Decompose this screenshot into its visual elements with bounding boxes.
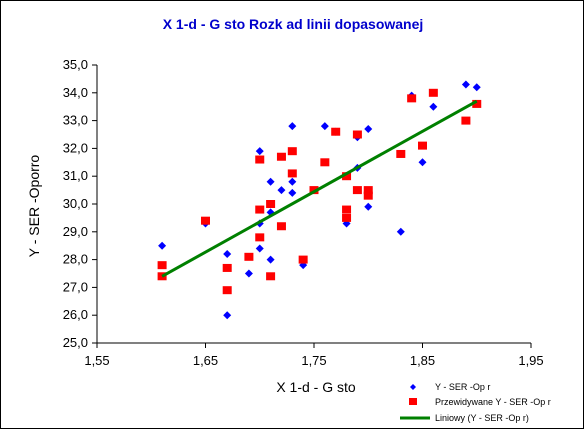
data-point-predicted [342,205,352,214]
data-point-predicted [363,186,373,195]
data-point-actual [364,202,373,211]
plot-area: 25,0 26,0 27,0 28,0 29,0 30,0 31,0 32,0 33,0 34,0… [63,57,544,368]
y-tick-label: 25,0 [63,335,88,350]
data-point-predicted [266,272,276,281]
x-tick-label: 1,85 [410,353,435,368]
y-tick-label: 27,0 [63,279,88,294]
data-point-predicted [461,116,471,125]
trendline [161,99,478,278]
x-axis-label: X 1-d - G sto [276,379,356,395]
data-point-predicted [266,200,276,208]
x-tick-label: 1,65 [193,353,218,368]
data-point-actual [266,255,275,264]
data-point-predicted [342,172,352,181]
data-point-actual [418,158,427,167]
y-tick-label: 34,0 [63,85,88,100]
y-tick-label: 30,0 [63,196,88,211]
data-point-predicted [298,255,308,264]
data-point-actual [472,83,481,92]
data-point-actual [244,269,253,278]
data-point-predicted [222,263,232,272]
data-point-predicted [244,252,254,261]
data-point-predicted [396,149,406,158]
trendline-group [161,99,478,278]
y-tick-label: 28,0 [63,252,88,267]
data-point-actual [288,177,297,186]
y-tick-label: 29,0 [63,224,88,239]
y-axis-label: Y - SER -Oporro [26,155,42,258]
data-point-actual [158,241,167,250]
data-point-predicted [222,286,232,295]
legend: Y - SER -Op r Przewidywane Y - SER -Op r… [400,382,551,423]
legend-square-icon [409,398,417,405]
data-point-predicted [255,155,265,164]
y-tick-label: 26,0 [63,307,88,322]
data-point-predicted [255,205,265,214]
data-point-predicted [407,94,417,103]
legend-diamond-icon [410,384,416,390]
y-tick-label: 32,0 [63,140,88,155]
data-point-actual [396,227,405,236]
x-tick-label: 1,95 [518,353,543,368]
data-point-actual [255,244,264,253]
legend-label-predicted: Przewidywane Y - SER -Op r [435,397,551,407]
y-tick-label: 35,0 [63,57,88,72]
data-point-predicted [418,141,427,150]
x-axis-ticks: 1,55 1,65 1,75 1,85 1,95 [84,343,544,368]
data-point-predicted [331,127,341,136]
data-marks [157,80,482,320]
data-point-actual [223,250,232,259]
data-point-predicted [352,186,362,195]
data-point-predicted [287,147,297,156]
chart-title: X 1-d - G sto Rozk ad linii dopasowanej [163,16,424,32]
data-point-actual [288,188,297,197]
data-point-predicted [255,233,265,242]
data-point-predicted [342,213,352,222]
data-point-actual [429,102,438,111]
data-point-predicted [352,130,362,139]
data-point-actual [255,147,264,156]
legend-label-trendline: Liniowy (Y - SER -Op r) [435,413,529,423]
y-axis-ticks: 25,0 26,0 27,0 28,0 29,0 30,0 31,0 32,0 33,0 34,0… [63,57,97,350]
data-point-predicted [201,216,210,225]
data-point-actual [288,122,297,131]
legend-label-actual: Y - SER -Op r [435,382,490,392]
data-point-predicted [157,261,167,270]
data-point-actual [461,80,470,89]
data-point-actual [277,186,286,195]
data-point-actual [320,122,329,131]
data-point-predicted [276,152,286,161]
data-point-predicted [320,158,330,167]
data-point-actual [223,311,232,320]
data-point-predicted [276,222,286,231]
data-point-predicted [363,191,373,200]
y-tick-label: 33,0 [63,113,88,128]
y-tick-label: 31,0 [63,168,88,183]
x-tick-label: 1,55 [84,353,109,368]
data-point-predicted [428,88,438,97]
data-point-actual [364,124,373,133]
data-point-predicted [472,99,482,108]
data-point-predicted [287,169,297,178]
x-tick-label: 1,75 [301,353,326,368]
data-point-actual [266,177,275,186]
